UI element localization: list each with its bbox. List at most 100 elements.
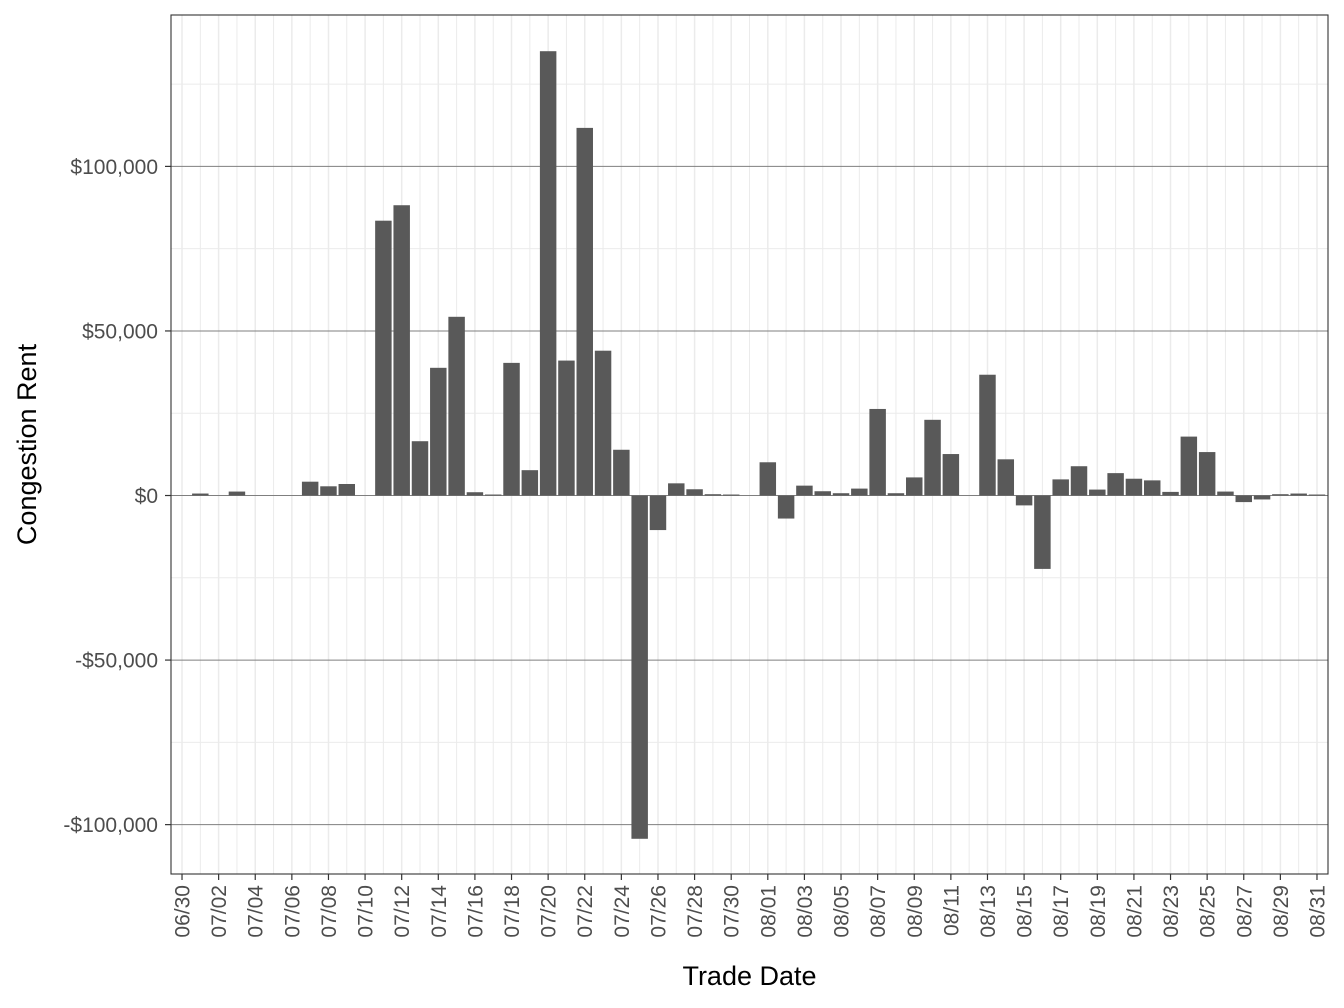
bar	[228, 491, 246, 496]
x-tick-label: 08/17	[1050, 885, 1073, 938]
x-tick-label: 07/22	[574, 885, 597, 938]
x-tick-label: 07/20	[538, 885, 561, 938]
bar	[649, 495, 667, 531]
bar	[375, 220, 392, 496]
x-tick-label: 08/27	[1233, 885, 1256, 938]
x-tick-label: 08/21	[1123, 885, 1146, 938]
bar	[851, 488, 868, 496]
y-tick-label: -$100,000	[63, 814, 158, 837]
x-axis: 06/30 07/02 07/04 07/06 07/08 07/10 07/12 07/14…	[172, 874, 1329, 938]
bar	[906, 477, 923, 496]
bar	[594, 350, 612, 496]
x-tick-label: 07/18	[501, 885, 524, 938]
bar	[393, 205, 410, 496]
bar	[192, 493, 209, 496]
bar	[1015, 495, 1033, 506]
bar	[979, 374, 996, 496]
x-tick-label: 08/25	[1197, 885, 1220, 938]
bar	[869, 408, 886, 496]
bar	[1198, 452, 1216, 496]
bar	[466, 492, 484, 496]
major-gridlines	[171, 15, 1328, 874]
x-axis-title: Trade Date	[682, 961, 816, 991]
bar	[1107, 473, 1124, 496]
bar	[484, 494, 502, 496]
bar	[759, 462, 777, 496]
x-tick-label: 07/16	[464, 885, 487, 938]
bar	[1143, 480, 1161, 496]
bar	[1272, 494, 1289, 496]
y-axis-title: Congestion Rent	[12, 343, 42, 545]
bar	[814, 491, 831, 496]
y-tick-label: -$50,000	[75, 650, 158, 673]
plot-panel-border	[170, 14, 1329, 875]
x-tick-label: 06/30	[172, 885, 195, 938]
x-tick-label: 08/31	[1306, 885, 1329, 938]
x-tick-label: 08/23	[1160, 885, 1183, 938]
bar	[448, 316, 465, 496]
bar	[320, 486, 337, 496]
bars	[192, 51, 1326, 839]
y-axis: -$100,000 -$50,000 $0 $50,000 $100,000	[63, 156, 171, 837]
x-tick-label: 08/29	[1270, 885, 1293, 938]
y-tick-label: $50,000	[82, 320, 158, 343]
x-tick-label: 08/19	[1087, 885, 1110, 938]
bar	[1217, 491, 1234, 496]
x-tick-label: 08/13	[977, 885, 1000, 938]
bar	[1253, 495, 1271, 500]
bar	[631, 495, 648, 839]
x-tick-label: 07/30	[721, 885, 744, 938]
x-tick-label: 07/10	[355, 885, 378, 938]
x-tick-label: 07/06	[281, 885, 304, 938]
bar	[668, 483, 685, 496]
minor-gridlines	[171, 15, 1328, 874]
bar	[576, 127, 593, 496]
bar	[338, 483, 356, 496]
bar	[521, 470, 539, 496]
bar	[430, 367, 447, 496]
x-tick-label: 08/05	[831, 885, 854, 938]
bar	[777, 495, 795, 519]
bar	[1235, 495, 1252, 503]
bar	[613, 449, 630, 496]
x-tick-label: 07/14	[428, 885, 451, 938]
bar	[1180, 436, 1198, 496]
bar	[1070, 466, 1088, 496]
bar	[503, 362, 520, 496]
bar	[1125, 478, 1143, 496]
y-tick-label: $100,000	[70, 156, 158, 179]
x-tick-label: 07/12	[391, 885, 414, 938]
bar	[704, 494, 722, 496]
x-tick-label: 08/07	[867, 885, 890, 938]
bar	[796, 485, 813, 496]
bar	[942, 454, 960, 496]
x-tick-label: 08/15	[1014, 885, 1037, 938]
bar	[1162, 491, 1179, 496]
bar	[1034, 495, 1051, 569]
bar	[1308, 494, 1326, 496]
x-tick-label: 07/08	[318, 885, 341, 938]
bar	[887, 493, 905, 496]
x-tick-label: 07/28	[684, 885, 707, 938]
x-tick-label: 08/09	[904, 885, 927, 938]
x-tick-label: 08/03	[794, 885, 817, 938]
x-tick-label: 07/26	[647, 885, 670, 938]
bar	[301, 481, 319, 496]
bar	[1089, 489, 1106, 496]
bar	[411, 441, 429, 496]
bar	[558, 360, 575, 496]
y-tick-label: $0	[135, 485, 158, 508]
bar	[1052, 479, 1069, 496]
bar	[997, 459, 1015, 496]
bar	[924, 419, 941, 496]
x-tick-label: 08/01	[757, 885, 780, 938]
x-tick-label: 08/11	[940, 885, 963, 936]
x-tick-label: 07/02	[208, 885, 231, 938]
x-tick-label: 07/24	[611, 885, 634, 938]
bar	[832, 493, 850, 496]
bar	[722, 494, 740, 496]
bar	[1290, 493, 1307, 496]
bar	[539, 51, 557, 496]
